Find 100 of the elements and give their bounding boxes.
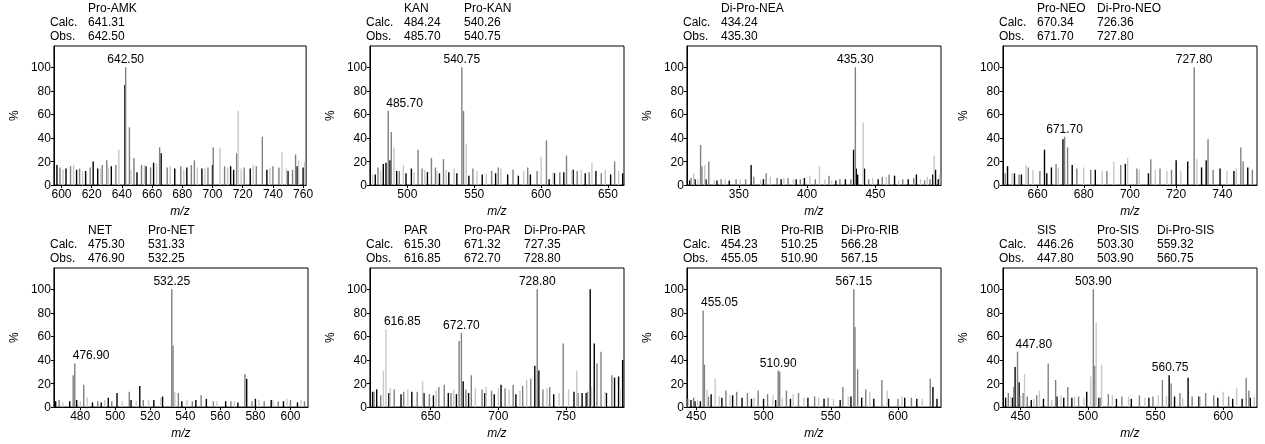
x-axis-title: m/z <box>487 204 507 218</box>
y-tick-label: 60 <box>670 107 684 122</box>
y-tick-label: 60 <box>670 329 684 344</box>
text: KAN <box>404 1 429 15</box>
text: RIB <box>720 223 741 237</box>
x-tick-label: 620 <box>81 187 103 202</box>
annotation: 672.70 <box>443 317 481 332</box>
text: 510.90 <box>780 251 818 265</box>
x-tick-label: 560 <box>210 409 231 424</box>
x-axis-title: m/z <box>803 204 824 218</box>
x-tick-label: 760 <box>293 187 314 202</box>
text: Pro-KAN <box>464 1 512 15</box>
y-tick-label: 80 <box>670 83 684 98</box>
x-tick-label: 700 <box>488 409 509 424</box>
y-axis-title: % <box>955 331 970 343</box>
y-tick-label: 40 <box>37 130 52 145</box>
text: 531.33 <box>148 237 186 251</box>
text: 454.23 <box>720 237 758 251</box>
y-axis-title: % <box>7 109 21 121</box>
x-tick-label: 350 <box>728 187 749 202</box>
x-tick-label: 650 <box>598 187 619 202</box>
text: 540.26 <box>464 15 502 29</box>
text: 566.28 <box>840 237 878 251</box>
annotation: 560.75 <box>1151 360 1189 375</box>
text: Calc. <box>50 237 78 251</box>
text: Calc. <box>366 237 394 251</box>
annotation: 485.70 <box>386 95 424 110</box>
x-tick-label: 700 <box>202 187 223 202</box>
annotation: 447.80 <box>1015 336 1053 351</box>
x-tick-label: 700 <box>1119 187 1141 202</box>
y-tick-label: 100 <box>663 282 684 297</box>
text: 726.36 <box>1096 15 1134 29</box>
y-tick-label: 20 <box>670 154 684 169</box>
text: Di-Pro-NEA <box>720 1 784 15</box>
y-tick-label: 100 <box>979 282 1000 297</box>
x-tick-label: 500 <box>1077 409 1099 424</box>
x-tick-label: 480 <box>70 409 91 424</box>
y-tick-label: 20 <box>986 376 1000 391</box>
x-axis-title: m/z <box>487 426 507 440</box>
y-tick-label: 40 <box>670 130 684 145</box>
text: Obs. <box>682 251 708 265</box>
text: 435.30 <box>720 29 758 43</box>
text: Di-Pro-RIB <box>840 223 899 237</box>
text: 475.30 <box>88 237 126 251</box>
text: 670.34 <box>1036 15 1074 29</box>
text: Obs. <box>682 29 708 43</box>
x-axis-title: m/z <box>803 426 824 440</box>
y-axis-title: % <box>7 331 21 343</box>
y-tick-label: 0 <box>44 178 52 193</box>
y-tick-label: 20 <box>670 376 684 391</box>
x-tick-label: 600 <box>51 187 72 202</box>
text: Calc. <box>50 15 78 29</box>
text: Pro-PAR <box>464 223 512 237</box>
annotation: 671.70 <box>1045 121 1084 136</box>
y-tick-label: 40 <box>353 130 368 145</box>
y-tick-label: 100 <box>979 60 1000 75</box>
text: Di-Pro-NEO <box>1096 1 1161 15</box>
annotation: 727.80 <box>1175 52 1213 67</box>
text: 455.05 <box>720 251 758 265</box>
annotation: 532.25 <box>153 274 191 289</box>
text: Obs. <box>366 29 392 43</box>
text: Di-Pro-PAR <box>524 223 587 237</box>
y-tick-label: 80 <box>670 305 684 320</box>
text: 671.70 <box>1036 29 1074 43</box>
text: 503.30 <box>1096 237 1134 251</box>
annotation: 616.85 <box>384 314 422 329</box>
y-tick-label: 0 <box>992 400 1000 415</box>
y-tick-label: 0 <box>676 178 684 193</box>
x-axis-title: m/z <box>1120 204 1140 218</box>
y-tick-label: 60 <box>37 107 52 122</box>
y-tick-label: 20 <box>353 154 368 169</box>
y-tick-label: 100 <box>30 60 52 75</box>
x-tick-label: 640 <box>111 187 133 202</box>
x-axis-title: m/z <box>1120 426 1140 440</box>
y-tick-label: 80 <box>37 83 52 98</box>
y-tick-label: 100 <box>347 60 368 75</box>
text: Obs. <box>50 251 76 265</box>
text: Obs. <box>366 251 392 265</box>
annotation: 435.30 <box>836 52 874 67</box>
x-tick-label: 720 <box>1165 187 1187 202</box>
y-tick-label: 0 <box>360 178 368 193</box>
text: Obs. <box>998 29 1025 43</box>
y-axis-title: % <box>639 109 654 121</box>
annotation: 540.75 <box>443 52 481 67</box>
y-tick-label: 80 <box>37 305 52 320</box>
text: 642.50 <box>88 29 126 43</box>
text: SIS <box>1036 223 1057 237</box>
y-tick-label: 80 <box>353 305 368 320</box>
x-tick-label: 450 <box>685 409 707 424</box>
text: PAR <box>404 223 429 237</box>
text: 510.25 <box>780 237 818 251</box>
text: 447.80 <box>1036 251 1074 265</box>
x-tick-label: 550 <box>1145 409 1166 424</box>
y-tick-label: 40 <box>353 352 368 367</box>
y-axis-title: % <box>955 109 970 121</box>
text: 434.24 <box>720 15 758 29</box>
y-tick-label: 80 <box>986 83 1000 98</box>
text: Calc. <box>998 15 1027 29</box>
y-tick-label: 100 <box>663 60 684 75</box>
text: 615.30 <box>404 237 442 251</box>
